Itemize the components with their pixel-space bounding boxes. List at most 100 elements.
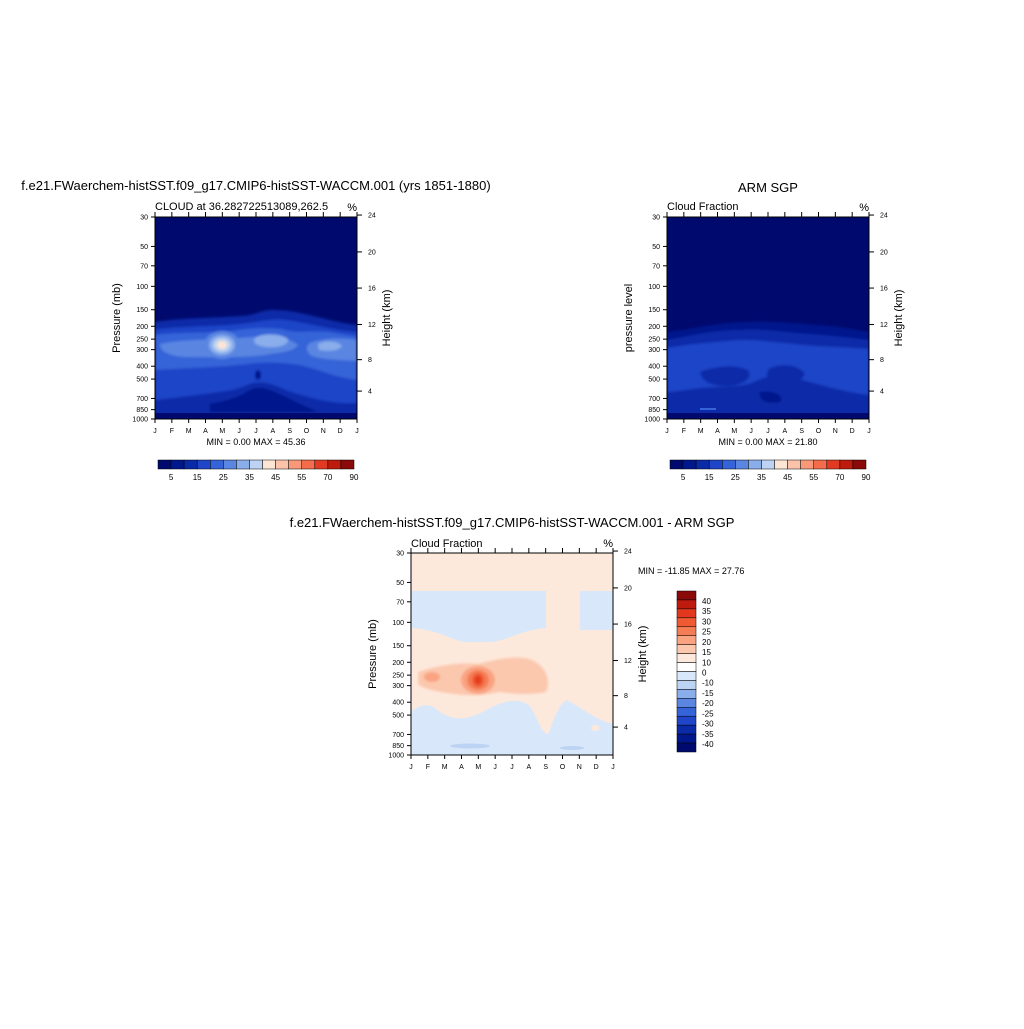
y-tick-label: 250 [648, 337, 660, 344]
colorbar-cell [676, 635, 697, 645]
y-tick-label: 150 [648, 307, 660, 314]
x-tick-label: A [459, 764, 464, 771]
colorbar-label: 25 [731, 473, 740, 482]
colorbar-cell [236, 459, 250, 470]
y-tick-label: 30 [396, 551, 404, 558]
colorbar-label: 90 [350, 473, 359, 482]
y-right-tick-label: 16 [880, 286, 888, 293]
y-tick-label: 30 [140, 215, 148, 222]
y-tick-label: 700 [648, 396, 660, 403]
colorbar-label: 15 [702, 648, 711, 657]
y-tick-label: 100 [648, 284, 660, 291]
x-tick-label: J [493, 764, 497, 771]
colorbar-cell [210, 459, 224, 470]
colorbar-cell [676, 742, 697, 753]
panel-diff-ylabel: Pressure (mb) [367, 619, 379, 689]
colorbar-label: 40 [702, 597, 711, 606]
panel-obs-stats: MIN = 0.00 MAX = 21.80 [718, 437, 817, 447]
y-tick-label: 1000 [388, 753, 404, 760]
x-tick-label: M [475, 764, 481, 771]
x-tick-label: S [287, 428, 292, 435]
colorbar-cell [722, 459, 736, 470]
panel-obs-subtitle: Cloud Fraction [667, 201, 739, 213]
colorbar-cell [676, 662, 697, 672]
x-tick-label: S [543, 764, 548, 771]
panel-model-units: % [347, 202, 357, 214]
colorbar-cell [839, 459, 854, 470]
colorbar-label: 35 [245, 473, 254, 482]
x-tick-label: J [510, 764, 514, 771]
y-right-tick-label: 24 [880, 213, 888, 220]
y-tick-label: 100 [136, 284, 148, 291]
colorbar-cell [774, 459, 788, 470]
panel-model-title: f.e21.FWaerchem-histSST.f09_g17.CMIP6-hi… [21, 178, 490, 193]
x-tick-label: S [799, 428, 804, 435]
x-tick-label: F [426, 764, 430, 771]
x-tick-label: J [409, 764, 413, 771]
colorbar-cell [223, 459, 237, 470]
y-tick-label: 700 [136, 396, 148, 403]
x-tick-label: D [338, 428, 343, 435]
panel-obs-title: ARM SGP [738, 180, 798, 195]
x-tick-label: M [186, 428, 192, 435]
y-right-tick-label: 16 [368, 286, 376, 293]
x-tick-label: D [594, 764, 599, 771]
colorbar-label: 55 [297, 473, 306, 482]
y-right-tick-label: 12 [880, 322, 888, 329]
colorbar-cell [314, 459, 329, 470]
colorbar-cell [708, 459, 723, 470]
colorbar-label: 15 [193, 473, 202, 482]
y-right-tick-label: 24 [368, 213, 376, 220]
colorbar-cell [682, 459, 697, 470]
x-tick-label: D [850, 428, 855, 435]
colorbar-cell [249, 459, 263, 470]
y-right-tick-label: 8 [880, 357, 884, 364]
colorbar-label: -15 [702, 689, 714, 698]
colorbar-cell [676, 689, 697, 699]
panel-diff: f.e21.FWaerchem-histSST.f09_g17.CMIP6-hi… [290, 515, 745, 771]
y-right-tick-label: 12 [368, 322, 376, 329]
y-tick-label: 70 [652, 263, 660, 270]
colorbar-label: 70 [835, 473, 844, 482]
y-tick-label: 1000 [132, 417, 148, 424]
x-tick-label: N [321, 428, 326, 435]
colorbar-label: 5 [169, 473, 174, 482]
colorbar-cell [676, 680, 697, 690]
x-tick-label: J [749, 428, 753, 435]
y-tick-label: 300 [648, 347, 660, 354]
colorbar-cell [170, 459, 185, 470]
x-tick-label: A [715, 428, 720, 435]
colorbar-label: -30 [702, 720, 714, 729]
y-right-tick-label: 4 [624, 725, 628, 732]
y-tick-label: 50 [396, 580, 404, 587]
panel-diff-axes: J F M A M J J A S O N D J 30 50 70 100 150 200 250 300 400 500… [388, 548, 632, 771]
x-tick-label: N [577, 764, 582, 771]
colorbar-cell [676, 626, 697, 636]
x-tick-label: O [304, 428, 310, 435]
colorbar-label: -40 [702, 740, 714, 749]
colorbar-cell [676, 715, 697, 726]
colorbar-label: -35 [702, 730, 714, 739]
colorbar-cell [676, 733, 697, 744]
y-tick-label: 300 [392, 683, 404, 690]
y-right-tick-label: 20 [880, 249, 888, 256]
heatmap-diff-contours [411, 553, 613, 755]
heatmap-obs-contours [667, 217, 869, 419]
colorbar-cell [676, 644, 697, 654]
colorbar-label: 55 [809, 473, 818, 482]
colorbar-cell [676, 653, 697, 663]
x-tick-label: A [526, 764, 531, 771]
y-right-tick-label: 20 [368, 249, 376, 256]
colorbar-label: 70 [323, 473, 332, 482]
y-tick-label: 200 [648, 324, 660, 331]
colorbar-cell [327, 459, 342, 470]
x-tick-label: N [833, 428, 838, 435]
colorbar-label: 20 [702, 638, 711, 647]
panel-model-stats: MIN = 0.00 MAX = 45.36 [206, 437, 305, 447]
y-tick-label: 250 [136, 337, 148, 344]
y-tick-label: 70 [396, 599, 404, 606]
y-right-tick-label: 24 [624, 549, 632, 556]
colorbar-label: -10 [702, 679, 714, 688]
panel-obs-axes: J F M A M J J A S O N D J 30 50 70 100 150 200 250 300 400 500… [644, 212, 888, 435]
